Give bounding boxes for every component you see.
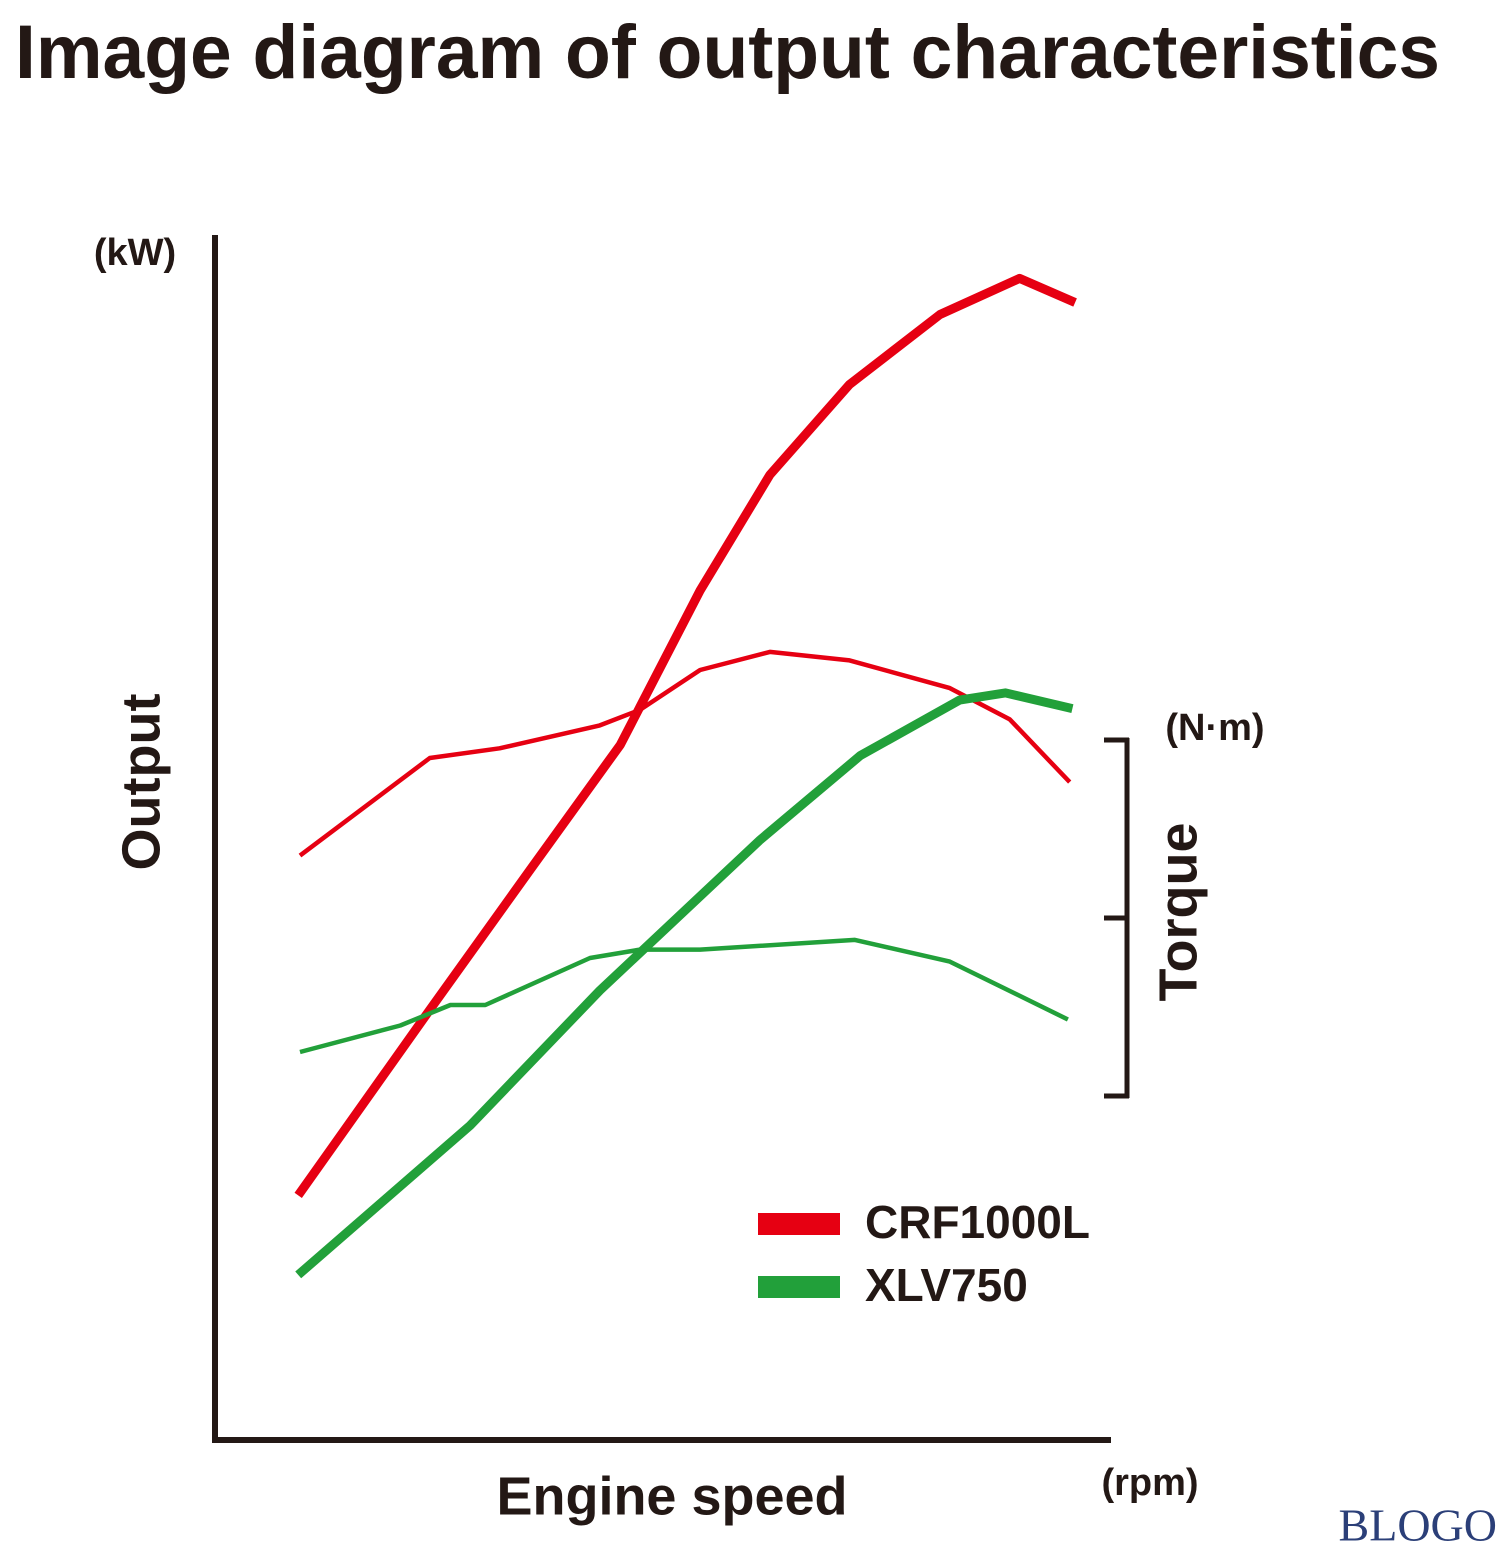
legend-swatch bbox=[758, 1213, 840, 1235]
output-line bbox=[295, 688, 1074, 1279]
x-label: Engine speed bbox=[496, 1466, 847, 1526]
chart-title: Image diagram of output characteristics bbox=[15, 10, 1440, 95]
x-unit: (rpm) bbox=[1101, 1462, 1198, 1504]
legend-label: CRF1000L bbox=[865, 1196, 1090, 1248]
y-unit: (kW) bbox=[94, 232, 176, 274]
watermark: BLOGO bbox=[1339, 1500, 1497, 1551]
y2-unit: (N·m) bbox=[1165, 707, 1264, 749]
y-label: Output bbox=[111, 694, 171, 871]
torque-line bbox=[299, 937, 1069, 1055]
torque-line bbox=[298, 649, 1072, 858]
y2-label: Torque bbox=[1148, 823, 1208, 1002]
legend-swatch bbox=[758, 1276, 840, 1298]
output-line bbox=[294, 273, 1077, 1199]
legend-label: XLV750 bbox=[865, 1259, 1028, 1311]
torque-axis bbox=[1104, 737, 1130, 1099]
